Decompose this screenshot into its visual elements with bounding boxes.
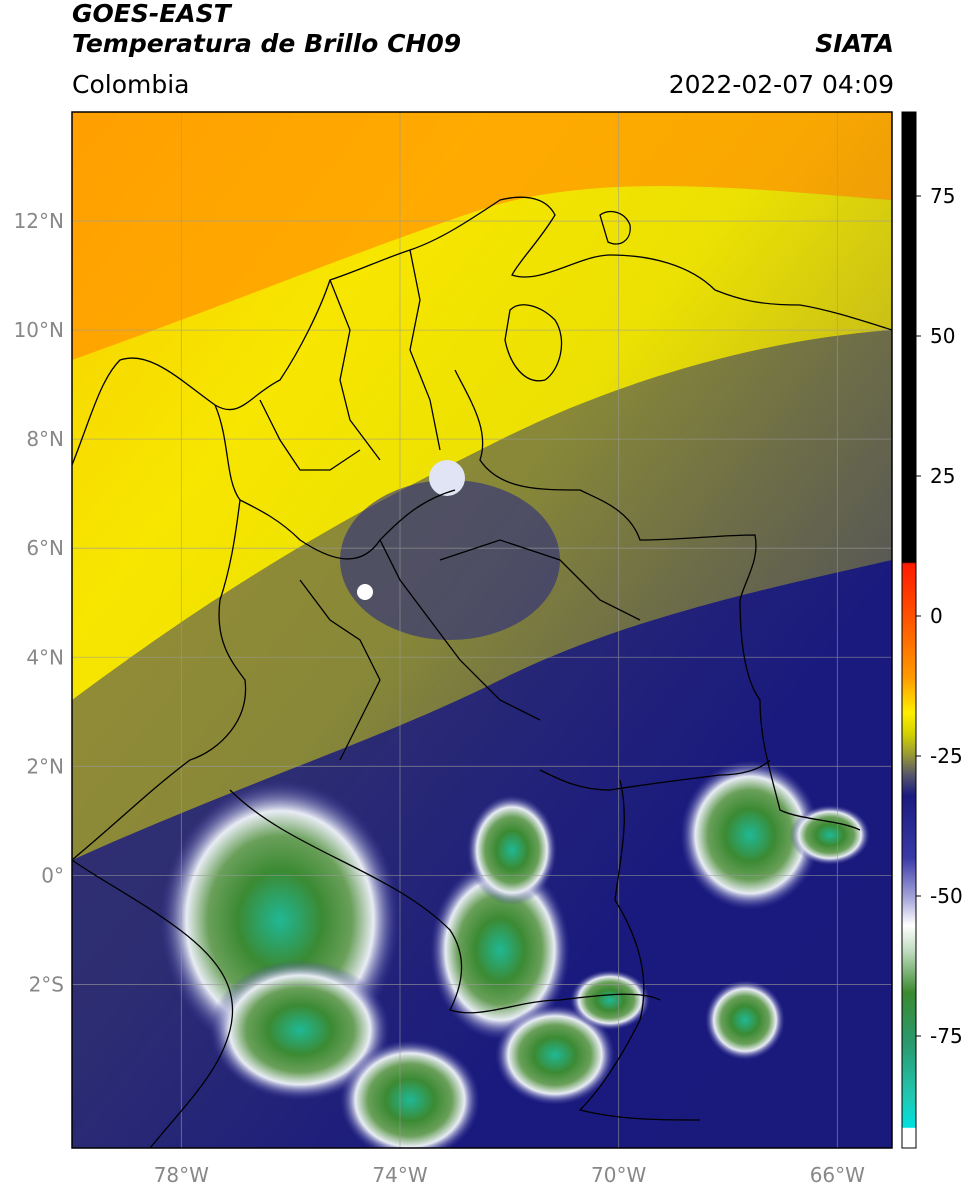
lon-tick-label: 78°W — [154, 1163, 209, 1187]
map-frame — [71, 111, 893, 1149]
lat-tick-label: 2°N — [26, 754, 64, 778]
internal-border-north — [239, 489, 456, 560]
warm-region — [72, 112, 892, 360]
colombia-brazil-border — [539, 759, 771, 791]
lat-tick-label: 10°N — [14, 318, 64, 342]
lat-tick-label: 4°N — [26, 645, 64, 669]
latitude-labels: 12°N 10°N 8°N 6°N 4°N 2°N 0° 2°S — [14, 209, 64, 996]
colorbar-tick-label: 75 — [930, 184, 955, 208]
brazil-border-south — [578, 779, 701, 1121]
central-cold-patch — [340, 480, 560, 640]
colombia-peru-border — [229, 789, 661, 1014]
colorbar — [901, 111, 917, 1149]
lat-tick-label: 2°S — [29, 972, 64, 996]
lat-tick-label: 12°N — [14, 209, 64, 233]
lon-tick-label: 66°W — [810, 1163, 865, 1187]
lat-tick-label: 8°N — [26, 427, 64, 451]
colorbar-tick-label: 50 — [930, 324, 955, 348]
colorbar-tick-label: -75 — [930, 1024, 963, 1048]
agency-label: SIATA — [815, 29, 894, 58]
colorbar-tick-label: 0 — [930, 604, 943, 628]
longitude-labels: 78°W 74°W 70°W 66°W — [154, 1163, 865, 1187]
department-border-2 — [379, 539, 541, 721]
caribbean-coastline — [72, 196, 892, 466]
colorbar-tick-label: 25 — [930, 464, 955, 488]
department-border-6 — [259, 399, 361, 471]
satellite-title: GOES-EAST — [72, 0, 231, 28]
paraguana-outline — [599, 211, 631, 245]
department-border-3 — [439, 539, 641, 621]
department-border-5 — [409, 249, 441, 451]
lat-tick-label: 6°N — [26, 536, 64, 560]
department-border-4 — [329, 279, 381, 461]
lat-tick-label: 0° — [41, 863, 64, 887]
pacific-coastline — [72, 404, 247, 861]
colombia-venezuela-border — [454, 369, 861, 831]
datetime-label: 2022-02-07 04:09 — [668, 70, 894, 99]
boundaries — [72, 196, 892, 1148]
product-title: Temperatura de Brillo CH09 — [72, 29, 462, 58]
lake-maracaibo-outline — [504, 304, 563, 382]
lon-tick-label: 70°W — [591, 1163, 646, 1187]
colorbar-tick-label: -25 — [930, 744, 963, 768]
convective-clouds — [160, 460, 870, 1148]
ecuador-coastline — [72, 859, 234, 1148]
department-border-1 — [299, 579, 381, 761]
colorbar-ticks: 75 50 25 0 -25 -50 -75 — [916, 184, 963, 1048]
map-area — [72, 112, 892, 1148]
colorbar-tick-label: -50 — [930, 884, 963, 908]
lon-tick-label: 74°W — [372, 1163, 427, 1187]
region-label: Colombia — [72, 70, 190, 99]
